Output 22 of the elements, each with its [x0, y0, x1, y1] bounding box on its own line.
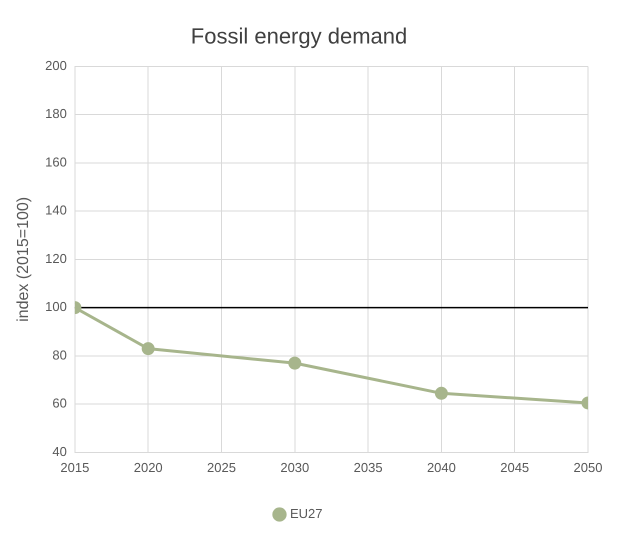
- y-tick-label: 140: [45, 202, 67, 218]
- x-tick-label: 2035: [354, 460, 383, 475]
- y-tick-label: 120: [45, 250, 67, 266]
- y-axis-title: index (2015=100): [15, 196, 32, 322]
- y-tick-label: 100: [45, 299, 67, 314]
- x-tick-label: 2040: [426, 460, 456, 475]
- x-tick-label: 2045: [500, 460, 530, 475]
- y-tick-label: 180: [45, 106, 67, 122]
- y-tick-label: 200: [45, 58, 67, 73]
- x-tick-label: 2050: [574, 460, 602, 475]
- point: [434, 386, 448, 400]
- x-tick-label: 2025: [207, 460, 236, 475]
- y-tick-label: 60: [52, 396, 67, 411]
- y-tick-label: 40: [52, 444, 67, 459]
- y-tick-label: 80: [52, 347, 67, 362]
- x-tick-label: 2030: [280, 460, 310, 475]
- x-tick-label: 2015: [60, 460, 90, 475]
- point: [288, 356, 302, 370]
- y-tick-label: 160: [45, 154, 67, 170]
- x-tick-label: 2020: [134, 460, 163, 475]
- chart-title: Fossil energy demand: [190, 23, 408, 48]
- legend-label: EU27: [290, 506, 323, 522]
